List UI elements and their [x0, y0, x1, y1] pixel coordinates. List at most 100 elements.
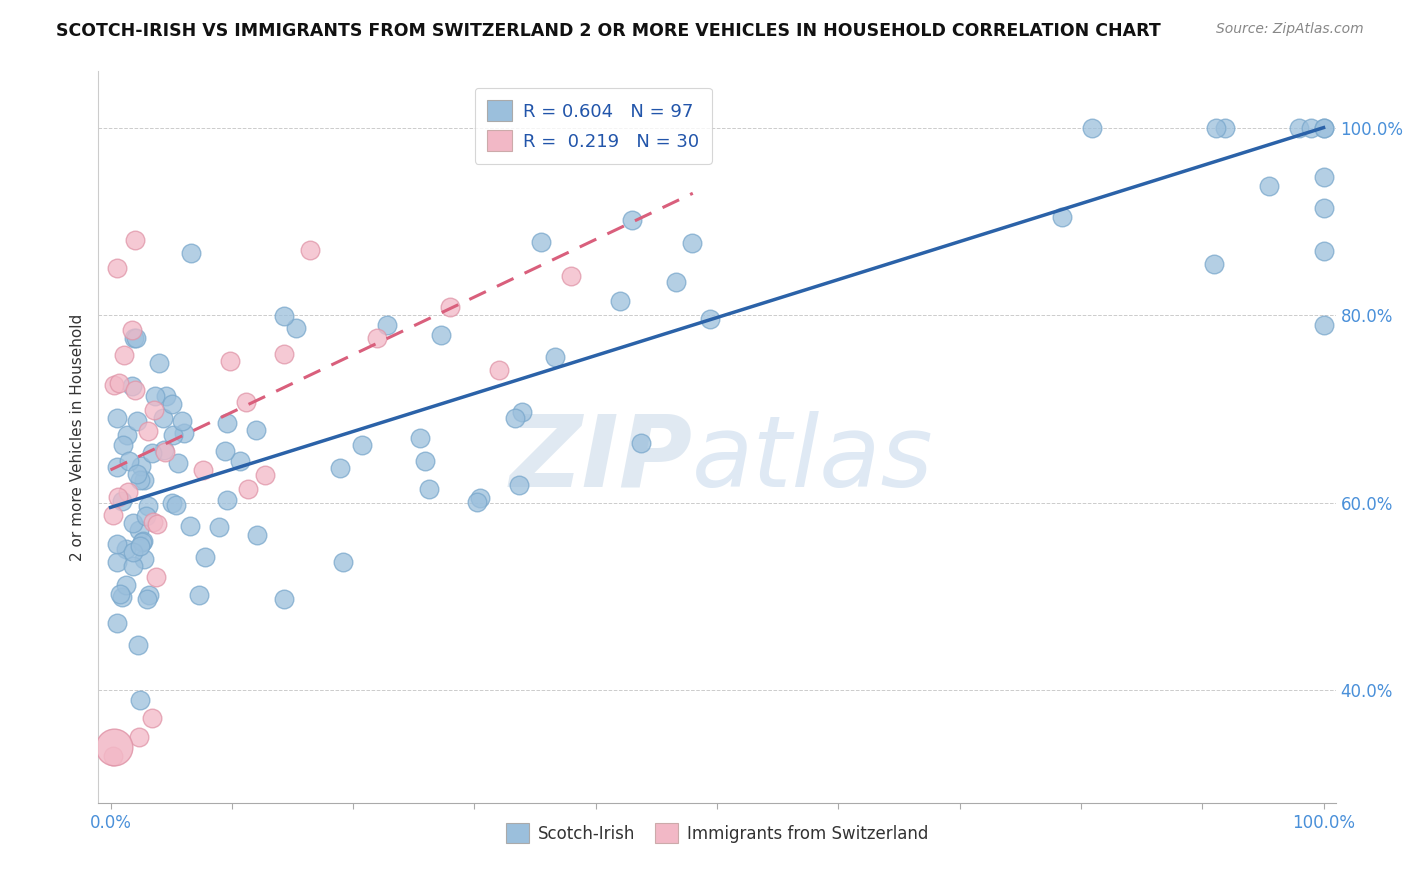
Point	[512, 405, 534, 419]
Point	[135, 508, 157, 523]
Point	[112, 438, 135, 452]
Point	[124, 233, 146, 247]
Point	[111, 590, 134, 604]
Point	[187, 588, 209, 602]
Point	[246, 528, 269, 542]
Text: Source: ZipAtlas.com: Source: ZipAtlas.com	[1216, 22, 1364, 37]
Point	[128, 730, 150, 744]
Point	[544, 350, 567, 364]
Point	[128, 693, 150, 707]
Point	[118, 454, 141, 468]
Point	[238, 482, 260, 496]
Point	[128, 473, 150, 487]
Point	[128, 523, 150, 537]
Point	[105, 615, 128, 630]
Point	[253, 467, 276, 482]
Point	[350, 438, 373, 452]
Point	[143, 389, 166, 403]
Text: SCOTCH-IRISH VS IMMIGRANTS FROM SWITZERLAND 2 OR MORE VEHICLES IN HOUSEHOLD CORR: SCOTCH-IRISH VS IMMIGRANTS FROM SWITZERL…	[56, 22, 1161, 40]
Point	[129, 458, 152, 473]
Point	[101, 508, 124, 522]
Point	[145, 570, 167, 584]
Text: atlas: atlas	[692, 410, 934, 508]
Point	[418, 482, 440, 496]
Point	[103, 739, 125, 754]
Point	[115, 428, 138, 442]
Point	[162, 427, 184, 442]
Point	[125, 467, 148, 482]
Point	[208, 520, 231, 534]
Point	[193, 462, 215, 476]
Point	[121, 323, 143, 337]
Point	[1213, 120, 1236, 135]
Point	[105, 410, 128, 425]
Point	[681, 235, 703, 250]
Point	[122, 559, 145, 574]
Point	[273, 309, 295, 323]
Point	[105, 555, 128, 569]
Point	[1312, 120, 1334, 135]
Point	[620, 213, 643, 227]
Point	[121, 516, 143, 530]
Point	[160, 496, 183, 510]
Point	[665, 275, 688, 289]
Point	[180, 246, 202, 260]
Point	[1257, 179, 1279, 194]
Point	[630, 436, 652, 450]
Point	[125, 331, 148, 345]
Point	[1312, 201, 1334, 215]
Point	[1312, 169, 1334, 184]
Point	[439, 300, 461, 314]
Point	[121, 379, 143, 393]
Point	[329, 460, 352, 475]
Point	[105, 261, 128, 276]
Point	[503, 410, 526, 425]
Y-axis label: 2 or more Vehicles in Household: 2 or more Vehicles in Household	[70, 313, 86, 561]
Point	[148, 356, 170, 370]
Point	[129, 539, 152, 553]
Point	[273, 347, 295, 361]
Point	[366, 331, 388, 345]
Point	[468, 491, 491, 506]
Point	[375, 318, 398, 333]
Point	[112, 348, 135, 362]
Point	[107, 490, 129, 504]
Point	[127, 638, 149, 652]
Point	[1312, 120, 1334, 135]
Point	[153, 442, 176, 457]
Point	[609, 293, 631, 308]
Point	[131, 535, 153, 549]
Point	[152, 411, 174, 425]
Point	[134, 473, 156, 487]
Point	[179, 518, 201, 533]
Point	[165, 498, 187, 512]
Point	[273, 591, 295, 606]
Point	[155, 389, 177, 403]
Point	[332, 555, 354, 569]
Point	[1288, 120, 1310, 135]
Point	[170, 414, 193, 428]
Point	[488, 362, 510, 376]
Point	[214, 444, 236, 458]
Point	[143, 403, 166, 417]
Point	[1050, 211, 1073, 225]
Point	[103, 748, 125, 763]
Point	[409, 431, 432, 445]
Point	[132, 533, 155, 548]
Point	[117, 485, 139, 500]
Point	[1204, 257, 1226, 271]
Point	[138, 588, 160, 602]
Point	[136, 425, 159, 439]
Point	[115, 578, 138, 592]
Point	[135, 591, 157, 606]
Point	[160, 397, 183, 411]
Point	[1312, 244, 1334, 258]
Point	[219, 353, 242, 368]
Point	[1312, 318, 1334, 333]
Point	[127, 414, 149, 428]
Point	[699, 312, 721, 326]
Point	[413, 454, 436, 468]
Point	[530, 235, 553, 249]
Point	[298, 243, 321, 257]
Point	[217, 416, 239, 430]
